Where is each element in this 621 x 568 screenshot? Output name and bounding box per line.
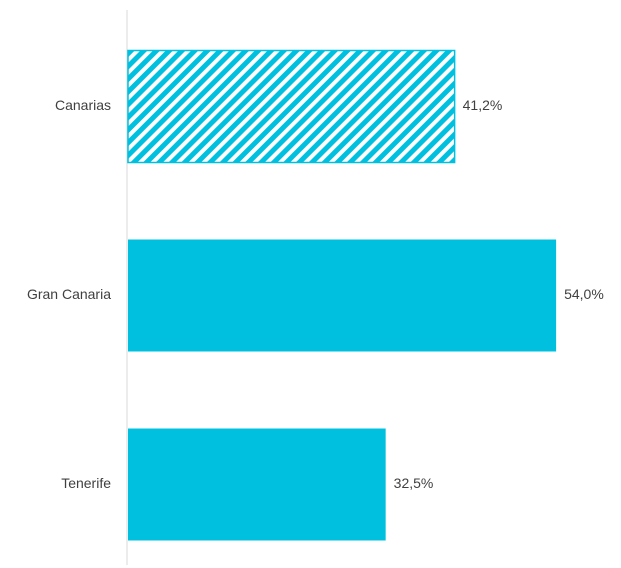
bar-group xyxy=(127,49,557,541)
value-label-gran-canaria: 54,0% xyxy=(564,286,604,302)
value-label-canarias: 41,2% xyxy=(463,97,503,113)
bar-gran-canaria xyxy=(128,239,557,352)
category-label-gran-canaria: Gran Canaria xyxy=(27,286,111,302)
value-labels: 41,2% 54,0% 32,5% xyxy=(394,97,604,491)
category-label-tenerife: Tenerife xyxy=(61,475,111,491)
value-label-tenerife: 32,5% xyxy=(394,475,434,491)
bar-tenerife xyxy=(128,428,386,541)
bar-canarias xyxy=(127,49,456,164)
category-labels: Canarias Gran Canaria Tenerife xyxy=(27,97,111,491)
category-label-canarias: Canarias xyxy=(55,97,111,113)
